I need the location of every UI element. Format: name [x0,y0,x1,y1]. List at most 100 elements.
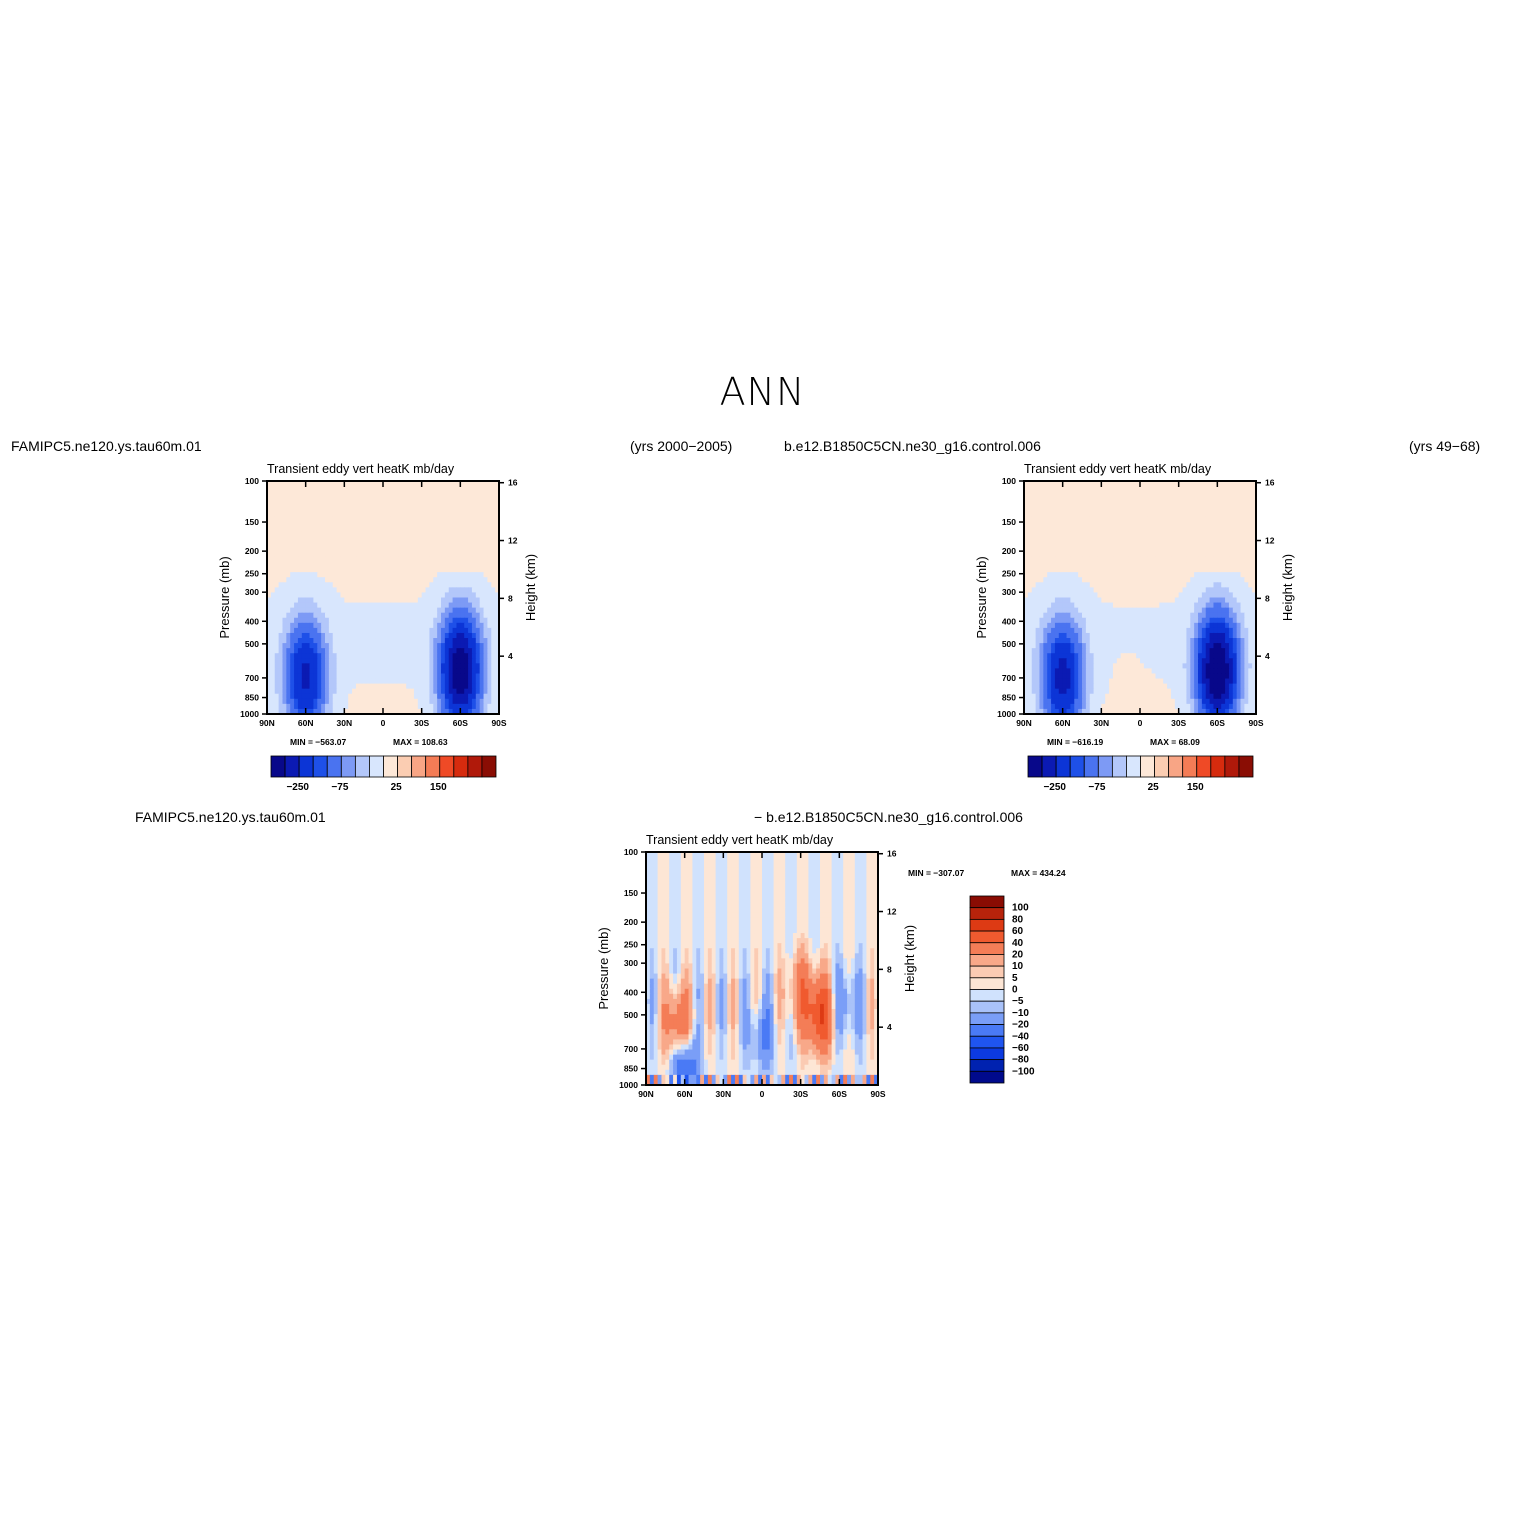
heatmap-cell [1213,607,1218,614]
heatmap-cell [468,551,473,558]
heatmap-cell [1194,638,1199,644]
heatmap-cell [425,693,430,700]
heatmap-cell [402,678,407,685]
heatmap-cell [1066,481,1071,487]
heatmap-cell [294,486,299,492]
heatmap-cell [433,531,438,538]
heatmap-cell [313,496,318,502]
heatmap-cell [1136,562,1141,568]
heatmap-cell [429,658,434,664]
heatmap-cell [460,551,465,558]
heatmap-cell [1209,506,1215,512]
heatmap-cell [297,617,303,624]
heatmap-cell [460,663,465,670]
heatmap-cell [456,597,461,604]
heatmap-cell [363,582,369,588]
heatmap-cell [325,663,330,670]
heatmap-cell [1205,496,1211,502]
heatmap-cell [383,663,388,670]
heatmap-cell [1147,577,1153,583]
heatmap-cell [1155,658,1160,664]
heatmap-cell [433,511,438,518]
heatmap-cell [1252,622,1257,629]
heatmap-cell [1105,587,1110,594]
heatmap-cell [468,556,473,563]
heatmap-cell [487,592,492,599]
heatmap-cell [348,643,353,649]
heatmap-cell [1109,481,1114,487]
heatmap-cell [1031,592,1037,599]
heatmap-cell [270,486,276,492]
heatmap-cell [375,653,380,659]
heatmap-cell [429,612,434,619]
heatmap-cell [1112,658,1118,664]
heatmap-cell [294,536,299,543]
heatmap-cell [456,703,461,710]
heatmap-cell [495,632,500,639]
heatmap-cell [1167,587,1172,594]
heatmap-cell [332,506,338,512]
heatmap-cell [348,663,353,670]
heatmap-cell [1217,521,1222,528]
heatmap-cell [456,627,461,634]
heatmap-cell [402,562,407,568]
heatmap-cell [402,602,407,609]
heatmap-cell [495,511,500,518]
heatmap-cell [1058,592,1064,599]
heatmap-cell [383,602,388,609]
heatmap-cell [1143,562,1149,568]
heatmap-cell [321,572,326,578]
heatmap-cell [1058,602,1064,609]
heatmap-cell [301,668,307,675]
heatmap-cell [421,486,427,492]
heatmap-cell [309,668,314,675]
heatmap-cell [441,516,446,523]
heatmap-cell [402,551,407,558]
heatmap-cell [1066,511,1071,518]
heatmap-cell [282,541,287,548]
heatmap-cell [433,546,438,553]
heatmap-cell [1054,648,1060,654]
heatmap-cell [1236,536,1242,543]
heatmap-cell [448,693,454,700]
heatmap-cell [278,511,284,518]
heatmap-cell [286,481,291,487]
heatmap-cell [394,632,400,639]
heatmap-cell [1074,567,1079,573]
heatmap-cell [1174,612,1180,619]
heatmap-cell [363,592,369,599]
heatmap-cell [483,567,488,573]
heatmap-cell [471,592,477,599]
heatmap-cell [305,632,311,639]
heatmap-cell [340,663,345,670]
heatmap-cell [1163,551,1168,558]
heatmap-cell [1182,562,1187,568]
heatmap-cell [1120,597,1126,604]
heatmap-cell [417,638,423,644]
heatmap-cell [452,708,458,715]
diff-case-label-1: FAMIPC5.ne120.ys.tau60m.01 [135,809,326,825]
heatmap-cell [317,541,322,548]
heatmap-cell [487,627,492,634]
heatmap-cell [1097,531,1102,538]
heatmap-cell [344,688,349,695]
heatmap-cell [433,577,438,583]
heatmap-cell [1225,612,1230,619]
heatmap-cell [1093,562,1099,568]
heatmap-cell [452,668,458,675]
heatmap-cell [1105,638,1110,644]
heatmap-cell [448,501,454,507]
heatmap-cell [1124,486,1129,492]
heatmap-cell [336,516,342,523]
heatmap-cell [367,622,372,629]
heatmap-cell [471,602,477,609]
heatmap-cell [1124,506,1129,512]
heatmap-cell [359,516,365,523]
heatmap-cell [1205,491,1211,497]
heatmap-cell [1151,597,1157,604]
heatmap-cell [383,536,388,543]
heatmap-cell [363,597,369,604]
heatmap-cell [390,516,396,523]
heatmap-cell [1236,572,1242,578]
heatmap-cell [317,698,322,705]
